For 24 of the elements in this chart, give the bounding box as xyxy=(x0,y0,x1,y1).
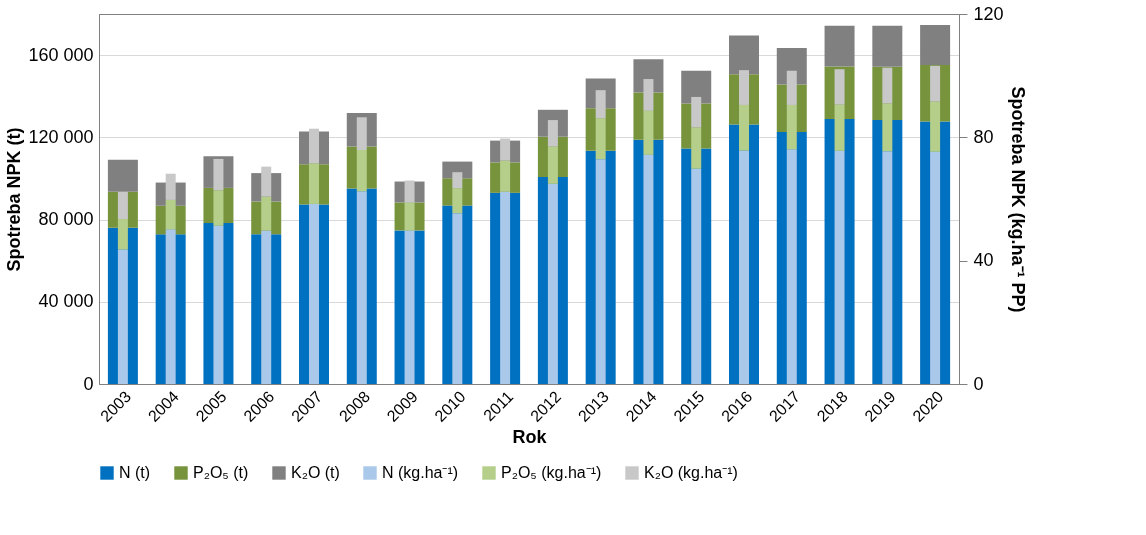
y2-axis-title: Spotreba NPK (kg.ha⁻¹ PP) xyxy=(1007,86,1028,313)
bar xyxy=(872,25,903,67)
y-tick-label: 80 000 xyxy=(38,209,94,230)
y2-tick-label: 0 xyxy=(973,373,984,394)
y-tick-label: 0 xyxy=(83,373,94,394)
bar xyxy=(824,25,855,67)
legend-label: K₂O (kg.ha⁻¹) xyxy=(644,464,738,481)
bar xyxy=(920,25,951,65)
y-tick-label: 120 000 xyxy=(28,126,94,147)
y-axis-title: Spotreba NPK (t) xyxy=(4,127,25,272)
y2-tick-label: 120 xyxy=(973,3,1004,24)
y2-tick-label: 80 xyxy=(973,126,994,147)
legend-label: K₂O (t) xyxy=(291,464,340,481)
legend-label: P₂O₅ (t) xyxy=(193,464,249,481)
bar xyxy=(681,70,712,104)
bar xyxy=(107,159,138,192)
y2-tick-label: 40 xyxy=(973,250,994,271)
legend-label: P₂O₅ (kg.ha⁻¹) xyxy=(501,464,602,481)
y-tick-label: 40 000 xyxy=(38,291,94,312)
bar xyxy=(729,35,759,75)
y-tick-label: 160 000 xyxy=(28,44,94,65)
legend-label: N (kg.ha⁻¹) xyxy=(382,464,459,481)
x-axis-title: Rok xyxy=(512,426,548,447)
legend-label: N (t) xyxy=(119,464,151,481)
